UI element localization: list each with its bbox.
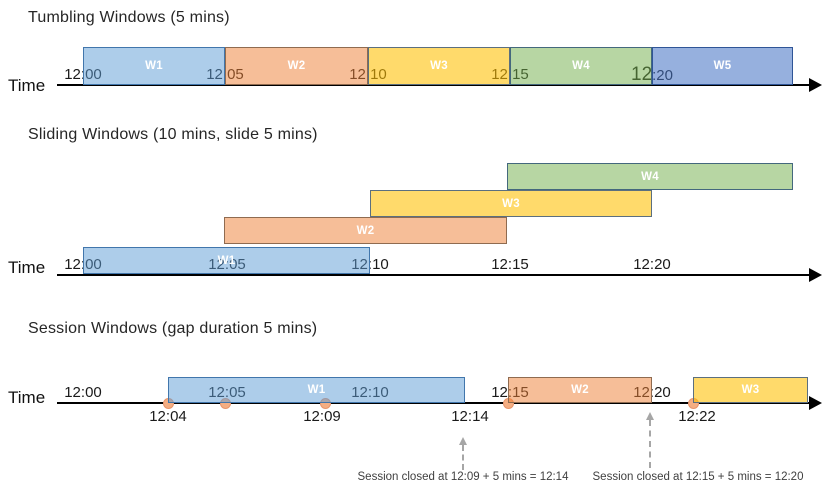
window-session-w2: W2	[508, 377, 652, 403]
time-axis-sliding	[57, 274, 810, 276]
window-sliding-w3: W3	[370, 190, 652, 217]
event-time-label: 12:14	[451, 408, 489, 425]
window-label: W5	[713, 60, 732, 72]
session-close-note: Session closed at 12:09 + 5 mins = 12:14	[357, 471, 569, 483]
tick-label: 12:15	[491, 256, 529, 273]
tick-label: 12:20	[633, 256, 671, 273]
window-label: W1	[217, 254, 236, 267]
window-tumbling-w2: W2	[225, 47, 368, 85]
window-label: W3	[430, 60, 448, 72]
tick-label: 12:00	[64, 384, 102, 401]
window-tumbling-w3: W3	[368, 47, 510, 85]
section-title-sliding: Sliding Windows (10 mins, slide 5 mins)	[28, 126, 318, 143]
axis-arrowhead	[809, 268, 822, 282]
arrow-dashed-stem	[649, 420, 651, 468]
session-close-arrow	[646, 412, 654, 468]
window-session-w3: W3	[693, 377, 808, 403]
axis-arrowhead	[809, 396, 822, 410]
event-time-label: 12:04	[149, 408, 187, 425]
window-label: W1	[307, 384, 326, 396]
time-axis-label: Time	[8, 388, 46, 407]
window-session-w1: W1	[168, 377, 465, 403]
window-label: W2	[356, 224, 375, 237]
arrow-up-icon	[459, 437, 467, 445]
window-label: W2	[287, 60, 306, 72]
window-label: W4	[572, 60, 590, 72]
window-label: W2	[571, 384, 589, 396]
window-tumbling-w4: W4	[510, 47, 652, 85]
session-close-note: Session closed at 12:15 + 5 mins = 12:20	[592, 471, 804, 483]
window-tumbling-w1: W1	[83, 47, 225, 85]
arrow-up-icon	[646, 412, 654, 420]
session-close-arrow	[459, 437, 467, 470]
window-label: W1	[145, 60, 163, 72]
section-title-session: Session Windows (gap duration 5 mins)	[28, 320, 318, 337]
section-title-tumbling: Tumbling Windows (5 mins)	[28, 9, 230, 26]
window-label: W3	[502, 197, 520, 210]
time-axis-label: Time	[8, 76, 46, 95]
window-label: W4	[641, 170, 659, 183]
time-axis-tumbling	[57, 84, 810, 86]
window-sliding-w4: W4	[507, 163, 793, 190]
event-time-label: 12:22	[678, 408, 716, 425]
window-label: W3	[741, 384, 760, 396]
arrow-dashed-stem	[462, 445, 464, 470]
time-axis-session	[57, 402, 810, 404]
time-axis-label: Time	[8, 258, 46, 277]
window-tumbling-w5: W5	[652, 47, 793, 85]
event-time-label: 12:09	[303, 408, 341, 425]
axis-arrowhead	[809, 78, 822, 92]
window-sliding-w1: W1	[83, 247, 370, 274]
window-sliding-w2: W2	[224, 217, 507, 244]
